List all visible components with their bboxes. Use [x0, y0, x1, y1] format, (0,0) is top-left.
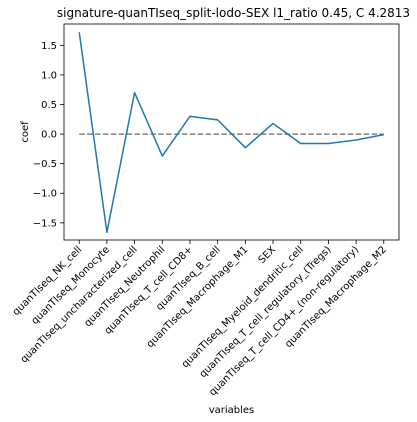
y-tick-label: −1.5: [33, 218, 57, 229]
axes-frame: [63, 23, 400, 241]
y-axis-title: coef: [20, 121, 31, 143]
x-tick-label: quanTIseq_uncharacterized_cell: [19, 244, 140, 365]
x-tick-label: quanTIseq_Macrophage_M2: [283, 244, 389, 350]
chart-title: signature-quanTIseq_split-lodo-SEX l1_ra…: [57, 6, 410, 20]
x-axis-title: variables: [209, 405, 255, 416]
y-tick-label: −0.5: [33, 159, 57, 170]
x-tick-label: SEX: [257, 244, 279, 266]
plot-area: −1.5−1.0−0.50.00.51.01.5quanTIseq_NK_cel…: [11, 23, 400, 398]
y-tick-label: 1.0: [41, 70, 57, 81]
series-line: [78, 32, 384, 234]
y-tick-label: 0.5: [41, 100, 57, 111]
y-tick-label: 0.0: [41, 130, 57, 141]
y-tick-label: −1.0: [33, 189, 57, 200]
y-tick-label: 1.5: [41, 41, 57, 52]
